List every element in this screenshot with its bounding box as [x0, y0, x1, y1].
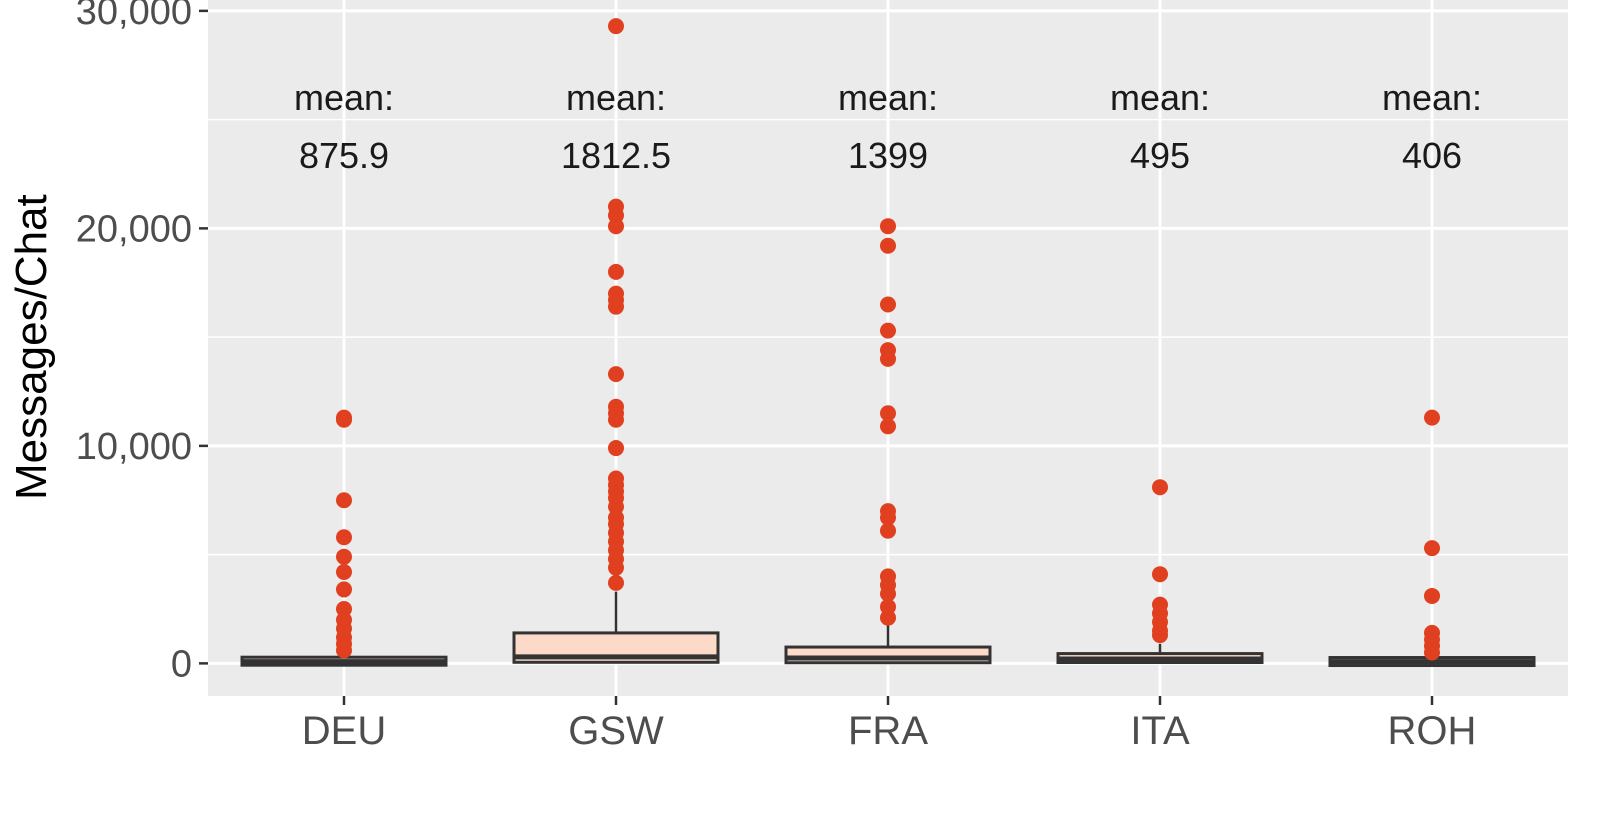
outlier-point — [880, 296, 896, 313]
outlier-point — [608, 366, 624, 383]
box-ita — [1056, 643, 1264, 665]
outlier-point — [880, 218, 896, 235]
mean-value-label: 406 — [1402, 135, 1462, 176]
x-tick-label: ROH — [1388, 709, 1477, 753]
outlier-point — [880, 522, 896, 539]
mean-value-label: 1812.5 — [561, 135, 671, 176]
mean-value-label: 875.9 — [299, 135, 389, 176]
x-axis: DEU GSW FRA ITA ROH — [302, 696, 1477, 753]
outlier-point — [336, 529, 352, 546]
outlier-point — [1424, 587, 1440, 604]
mean-annotations: mean: 875.9 mean: 1812.5 mean: 1399 mean: 495 me… — [294, 77, 1482, 176]
box-layer — [240, 591, 1536, 668]
outlier-point — [1424, 409, 1440, 426]
outlier-point — [608, 559, 624, 576]
outlier-point — [880, 418, 896, 435]
y-tick-label: 20,000 — [76, 208, 192, 250]
outlier-point — [1424, 540, 1440, 557]
outlier-point — [608, 574, 624, 591]
y-tick-label: 30,000 — [76, 0, 192, 33]
outlier-point — [608, 263, 624, 280]
mean-value-label: 495 — [1130, 135, 1190, 176]
outlier-layer — [336, 18, 1440, 661]
outlier-point — [1424, 644, 1440, 661]
outlier-point — [880, 237, 896, 254]
x-tick-label: ITA — [1130, 709, 1190, 753]
mean-label-prefix: mean: — [1110, 77, 1210, 118]
outlier-point — [608, 411, 624, 428]
outlier-point — [880, 585, 896, 602]
outlier-point — [336, 548, 352, 565]
box-gsw — [512, 591, 720, 664]
x-tick-label: FRA — [848, 709, 928, 753]
outlier-point — [608, 298, 624, 315]
outlier-point — [1152, 479, 1168, 496]
outlier-point — [336, 411, 352, 428]
mean-label-prefix: mean: — [294, 77, 394, 118]
y-axis: 0 10,000 20,000 30,000 — [76, 0, 208, 685]
outlier-point — [336, 642, 352, 659]
outlier-point — [1152, 627, 1168, 644]
outlier-point — [336, 581, 352, 598]
y-tick-label: 0 — [171, 643, 192, 685]
outlier-point — [880, 322, 896, 339]
box-fra — [784, 624, 992, 665]
x-tick-label: GSW — [568, 709, 664, 753]
outlier-point — [608, 18, 624, 35]
mean-label-prefix: mean: — [838, 77, 938, 118]
mean-label-prefix: mean: — [566, 77, 666, 118]
y-axis-title: Messages/Chat — [7, 194, 56, 500]
outlier-point — [608, 218, 624, 235]
x-tick-label: DEU — [302, 709, 386, 753]
mean-label-prefix: mean: — [1382, 77, 1482, 118]
outlier-point — [880, 609, 896, 626]
outlier-point — [608, 440, 624, 457]
y-tick-label: 10,000 — [76, 426, 192, 468]
outlier-point — [336, 564, 352, 581]
outlier-point — [336, 492, 352, 509]
outlier-point — [880, 350, 896, 367]
mean-value-label: 1399 — [848, 135, 928, 176]
outlier-point — [880, 509, 896, 526]
outlier-point — [880, 405, 896, 422]
outlier-point — [1152, 566, 1168, 583]
